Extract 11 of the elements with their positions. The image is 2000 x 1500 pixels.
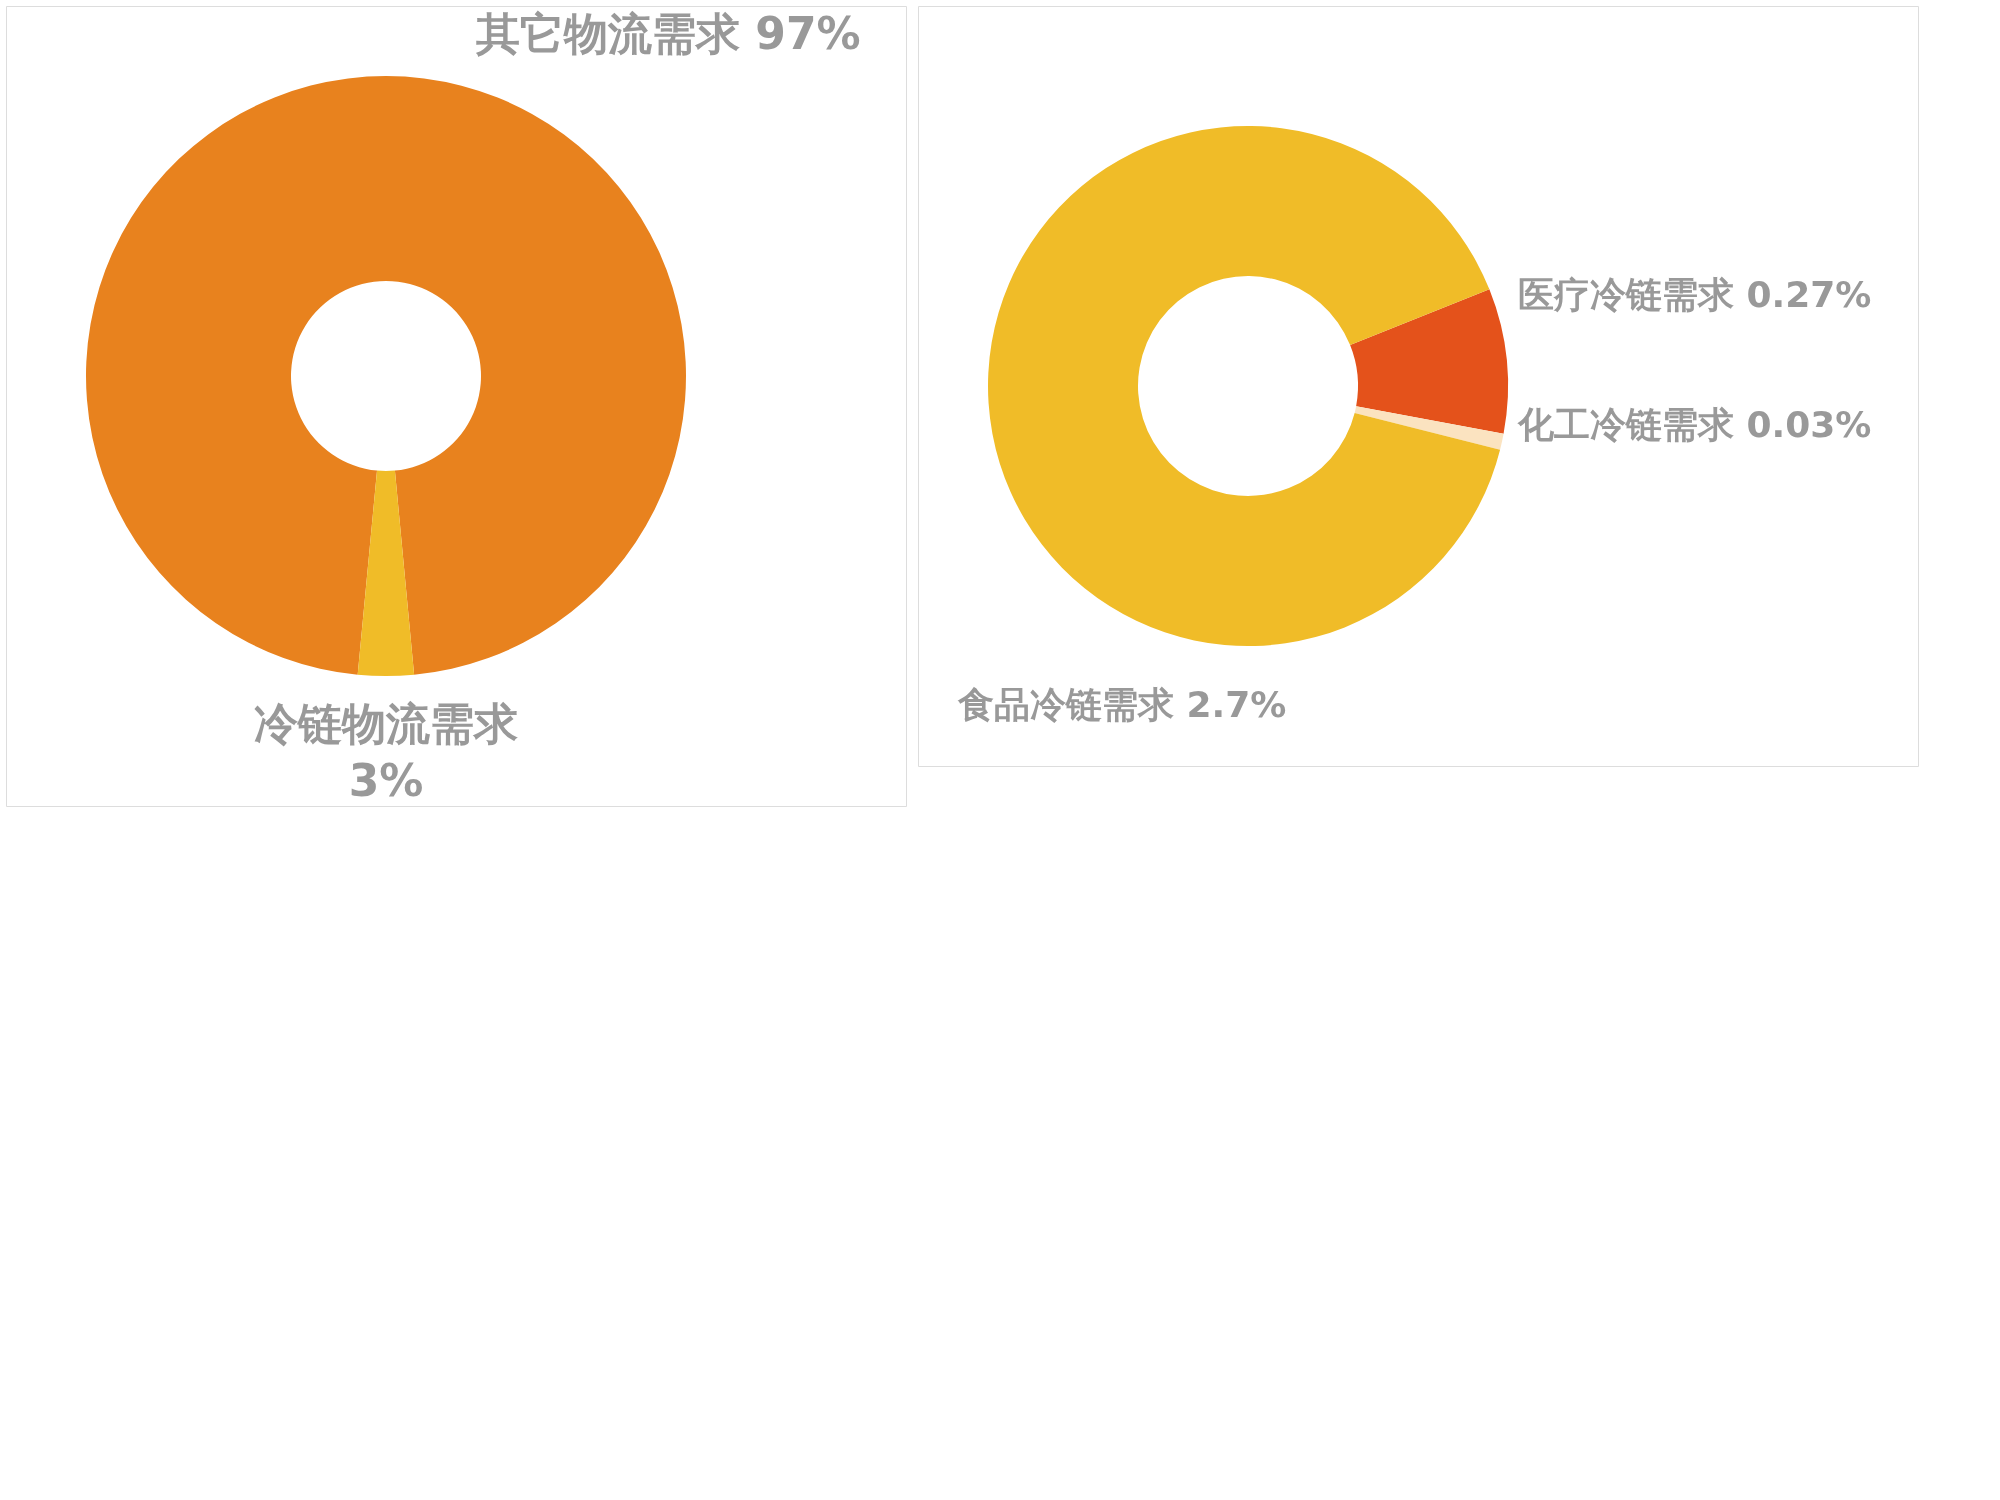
- slice-label: 医疗冷链需求 0.27%: [1518, 274, 1872, 315]
- slice-label: 冷链物流需求: [254, 698, 518, 749]
- slice-label: 其它物流需求 97%: [475, 8, 861, 59]
- donut-slice: [86, 76, 686, 675]
- donut-slice: [988, 126, 1501, 646]
- donut-slice: [357, 470, 415, 676]
- donut-slice: [1354, 406, 1504, 450]
- slice-label: 化工冷链需求 0.03%: [1517, 404, 1872, 445]
- donut-slice: [1350, 289, 1508, 434]
- slice-label: 食品冷链需求 2.7%: [957, 684, 1287, 725]
- data-label: 3%: [348, 755, 424, 807]
